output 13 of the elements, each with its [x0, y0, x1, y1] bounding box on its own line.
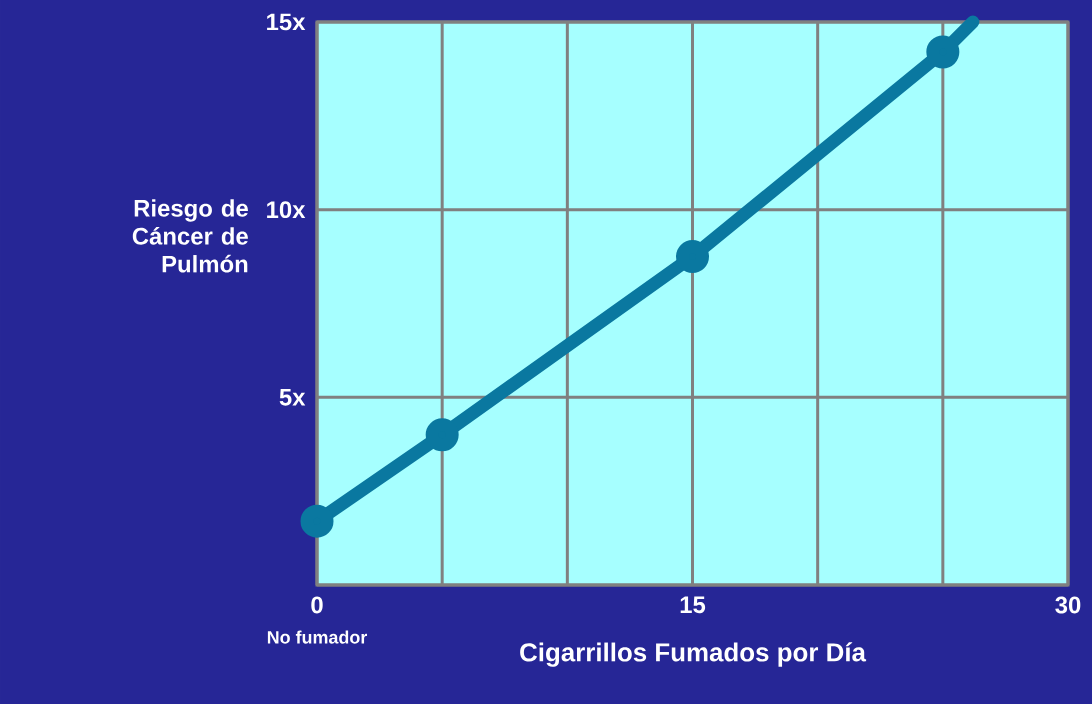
text: No fumador	[267, 630, 368, 644]
point	[425, 418, 459, 452]
point	[926, 35, 960, 69]
x-tick-label: 30	[1055, 596, 1081, 614]
x-tick-label: 15	[680, 596, 706, 614]
x-axis-title: Cigarrillos Fumados por Día	[520, 642, 867, 667]
point	[676, 240, 710, 274]
y-axis-title: Riesgo de Cáncer de Pulmón	[132, 199, 248, 273]
y-tick-label: 10x	[267, 201, 306, 219]
x-tick-label: 0	[311, 596, 323, 614]
y-tick-label: 5x	[279, 388, 306, 406]
y-tick-label: 15x	[267, 13, 306, 31]
point	[300, 504, 334, 538]
